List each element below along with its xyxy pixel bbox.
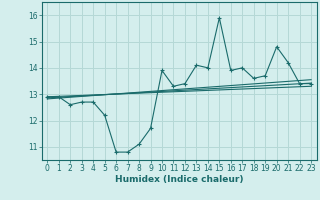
X-axis label: Humidex (Indice chaleur): Humidex (Indice chaleur) — [115, 175, 244, 184]
